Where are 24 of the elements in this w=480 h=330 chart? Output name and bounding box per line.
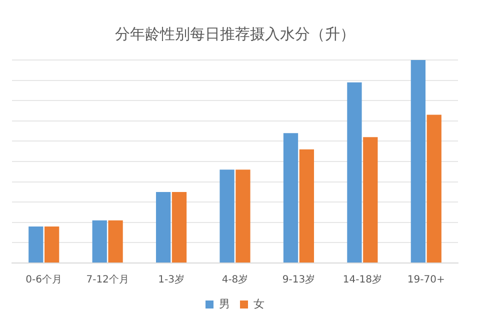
x-tick-label: 4-8岁 [222, 274, 248, 286]
x-tick-label: 9-13岁 [282, 274, 316, 286]
legend-label: 男 [219, 297, 230, 310]
x-tick-label: 19-70+ [407, 274, 445, 286]
chart-title: 分年龄性别每日推荐摄入水分（升） [115, 24, 355, 43]
bar [28, 226, 44, 262]
x-tick-label: 1-3岁 [158, 274, 184, 286]
legend-label: 女 [254, 297, 264, 310]
bar [220, 170, 234, 262]
bar [299, 149, 314, 262]
bar [108, 220, 123, 262]
bar [363, 137, 378, 262]
bar [283, 133, 298, 262]
x-tick-label: 14-18岁 [342, 274, 382, 286]
bar [236, 170, 250, 262]
bar [92, 220, 107, 262]
bar [172, 192, 187, 262]
x-tick-label: 0-6个月 [26, 274, 62, 286]
bar [426, 114, 442, 262]
bar [347, 82, 362, 262]
bar [410, 60, 426, 262]
bar [44, 226, 60, 262]
x-tick-label: 7-12个月 [86, 274, 129, 286]
bar [156, 192, 171, 262]
